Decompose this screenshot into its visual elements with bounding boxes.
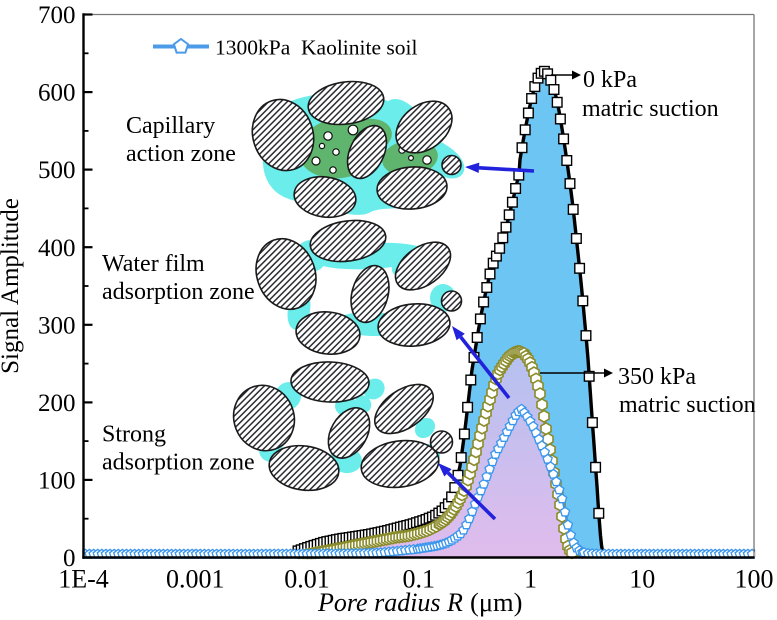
svg-text:200: 200 bbox=[38, 390, 76, 417]
svg-text:1: 1 bbox=[524, 565, 537, 594]
svg-text:adsorption zone: adsorption zone bbox=[102, 279, 255, 305]
svg-text:500: 500 bbox=[38, 157, 76, 184]
svg-text:matric suction: matric suction bbox=[582, 96, 719, 122]
svg-text:(μm): (μm) bbox=[470, 587, 522, 617]
svg-text:Capillary: Capillary bbox=[126, 113, 215, 139]
svg-text:0 kPa: 0 kPa bbox=[583, 67, 637, 93]
svg-text:adsorption zone: adsorption zone bbox=[102, 450, 255, 476]
svg-text:400: 400 bbox=[38, 235, 76, 262]
svg-text:10: 10 bbox=[629, 565, 655, 594]
svg-text:0: 0 bbox=[63, 545, 76, 572]
svg-text:action zone: action zone bbox=[126, 141, 236, 167]
svg-text:Strong: Strong bbox=[102, 422, 166, 448]
svg-text:Water film: Water film bbox=[102, 251, 205, 277]
svg-text:0.01: 0.01 bbox=[284, 565, 330, 594]
svg-text:100: 100 bbox=[38, 468, 76, 495]
svg-text:matric suction: matric suction bbox=[619, 392, 756, 418]
svg-text:350 kPa: 350 kPa bbox=[618, 364, 696, 390]
svg-text:1E-4: 1E-4 bbox=[58, 565, 109, 594]
svg-text:1300kPa Kaolinite soil: 1300kPa Kaolinite soil bbox=[215, 36, 417, 60]
svg-text:Pore radius R: Pore radius R bbox=[317, 588, 463, 617]
svg-text:300: 300 bbox=[38, 312, 76, 339]
svg-text:100: 100 bbox=[735, 565, 774, 594]
svg-text:0.001: 0.001 bbox=[166, 565, 225, 594]
svg-text:700: 700 bbox=[38, 2, 76, 29]
svg-text:0.1: 0.1 bbox=[403, 565, 436, 594]
svg-text:600: 600 bbox=[38, 80, 76, 107]
svg-text:Signal Amplitude: Signal Amplitude bbox=[0, 198, 24, 374]
